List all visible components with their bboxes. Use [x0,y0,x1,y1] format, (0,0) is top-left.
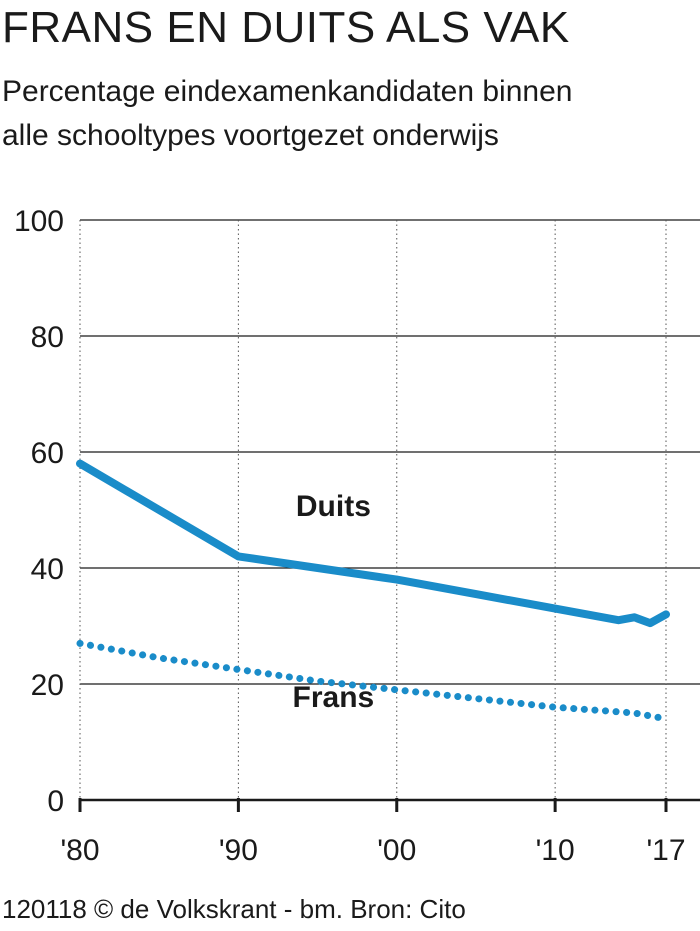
x-tick-label-2017: '17 [646,834,685,867]
subtitle-line-1: Percentage eindexamenkandidaten binnen [2,75,573,108]
series-lines [76,459,670,723]
chart-title: FRANS EN DUITS ALS VAK [2,3,570,52]
series-label-duits: Duits [296,490,371,523]
x-tick-label-2010: '10 [536,834,575,867]
y-tick-label-40: 40 [31,553,64,586]
series-labels: Duits Frans [293,490,375,714]
x-tick-label-2000: '00 [377,834,416,867]
series-line-frans [76,639,670,723]
subtitle-line-2: alle schooltypes voortgezet onderwijs [2,119,499,152]
y-tick-label-20: 20 [31,669,64,702]
source-credit: 120118 © de Volkskrant - bm. Bron: Cito [2,894,466,924]
y-tick-label-80: 80 [31,321,64,354]
series-line-duits [76,459,670,628]
y-tick-labels: 0 20 40 60 80 100 [14,205,64,818]
y-tick-label-100: 100 [14,205,64,238]
horizontal-gridlines [80,219,700,685]
x-tick-label-1980: '80 [60,834,99,867]
y-tick-label-0: 0 [47,785,64,818]
x-tick-label-1990: '90 [219,834,258,867]
x-tick-labels: '80 '90 '00 '10 '17 [60,834,685,867]
x-axis [78,798,700,812]
chart-subtitle: Percentage eindexamenkandidaten binnen a… [2,70,692,158]
series-label-frans: Frans [293,681,375,714]
y-tick-label-60: 60 [31,437,64,470]
